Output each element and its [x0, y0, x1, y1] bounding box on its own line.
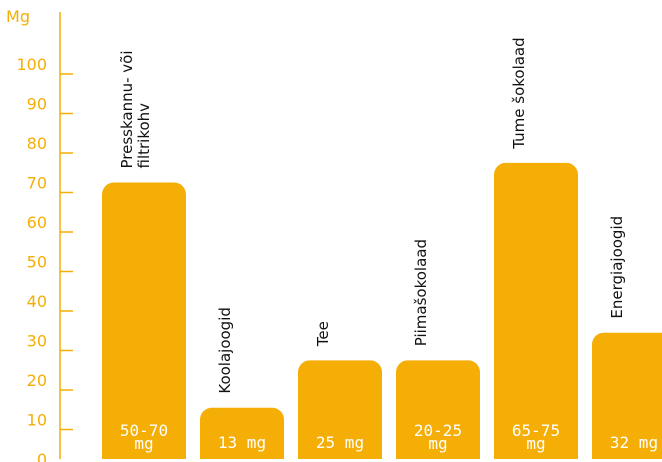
bar [200, 407, 284, 459]
bar [102, 182, 186, 459]
bar-value-label: 25 mg [316, 433, 364, 452]
y-tick-label: 80 [27, 134, 47, 153]
bar [592, 332, 662, 460]
y-tick-label: 50 [27, 253, 47, 272]
y-tick-label: 0 [37, 450, 47, 462]
bar [494, 162, 578, 459]
y-tick-label: 60 [27, 213, 47, 232]
category-label: Piimašokolaad [412, 239, 430, 346]
bar-value-label: 32 mg [610, 433, 658, 452]
bar-group: 20-25 mg Piimašokolaad [396, 239, 480, 459]
y-tick-label: 90 [27, 95, 47, 114]
category-label: Energiajoogid [608, 216, 626, 319]
category-label: Koolajoogid [216, 307, 234, 394]
bar-value-label: 50-70 mg [120, 421, 168, 453]
bar-value-label: 65-75 mg [512, 421, 560, 453]
category-label: Tee [314, 321, 332, 347]
bar-value-label: 20-25 mg [414, 421, 462, 453]
category-label: Presskannu- võifiltrikohv [118, 50, 153, 168]
bar [298, 360, 382, 459]
y-axis: 0 10 20 30 40 50 60 70 80 90 100 [16, 12, 73, 462]
y-tick-label: 30 [27, 332, 47, 351]
bars-group: 50-70 mg Presskannu- võifiltrikohv 13 mg Koo… [102, 37, 662, 460]
bar-value-label: 13 mg [218, 433, 266, 452]
bar-group: 25 mg Tee [298, 321, 382, 459]
y-tick-label: 10 [27, 411, 47, 430]
y-tick-label: 100 [16, 55, 47, 74]
y-axis-unit-label: Mg [6, 7, 30, 26]
y-tick-label: 40 [27, 292, 47, 311]
bar [396, 360, 480, 459]
bar-group: 32 mg Energiajoogid [592, 216, 662, 460]
bar-group: 13 mg Koolajoogid [200, 307, 284, 459]
y-tick-label: 70 [27, 174, 47, 193]
bar-group: 50-70 mg Presskannu- võifiltrikohv [102, 50, 186, 459]
y-tick-label: 20 [27, 371, 47, 390]
bar-group: 65-75 mg Tume šokolaad [494, 37, 578, 459]
category-label: Tume šokolaad [510, 37, 528, 149]
